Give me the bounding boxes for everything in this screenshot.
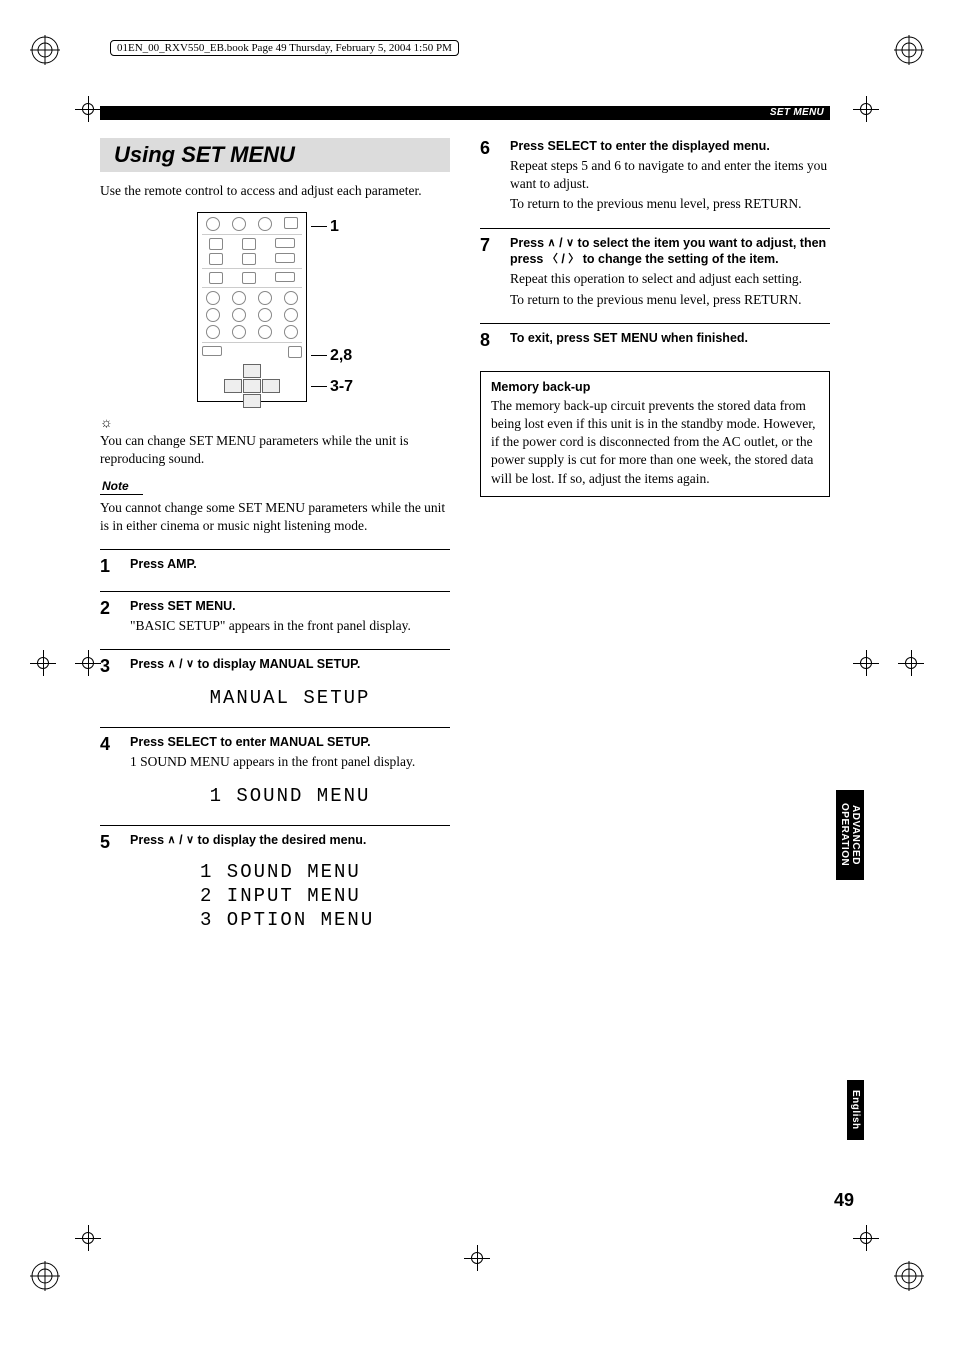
remote-diagram: 1 2,8 3-7 xyxy=(100,212,450,402)
side-tab-advanced-operation: ADVANCEDOPERATION xyxy=(836,790,864,880)
reg-mark-icon xyxy=(894,35,924,65)
book-info: 01EN_00_RXV550_EB.book Page 49 Thursday,… xyxy=(117,42,452,54)
step-number: 1 xyxy=(100,556,118,577)
up-arrow-icon: ∧ xyxy=(168,834,176,846)
box-text: The memory back-up circuit prevents the … xyxy=(491,397,819,488)
up-arrow-icon: ∧ xyxy=(168,658,176,670)
hint-icon: ☼ xyxy=(100,416,450,432)
reg-mark-icon xyxy=(30,1261,60,1291)
step-5: 5 Press ∧ / ∨ to display the desired men… xyxy=(100,825,450,936)
lcd-display: 1 SOUND MENU xyxy=(130,785,450,807)
reg-mark-icon xyxy=(894,1261,924,1291)
step-4: 4 Press SELECT to enter MANUAL SETUP. 1 … xyxy=(100,727,450,811)
step-number: 5 xyxy=(100,832,118,936)
step-text: 1 SOUND MENU appears in the front panel … xyxy=(130,753,450,771)
step-text: Repeat this operation to select and adju… xyxy=(510,270,830,288)
step-heading: Press ∧ / ∨ to select the item you want … xyxy=(510,235,830,269)
hint-text: You can change SET MENU parameters while… xyxy=(100,432,450,468)
section-title: Using SET MENU xyxy=(114,142,440,168)
step-heading: Press SELECT to enter MANUAL SETUP. xyxy=(130,734,450,751)
side-tab-english: English xyxy=(847,1080,864,1140)
down-arrow-icon: ∨ xyxy=(566,237,574,249)
step-text: To return to the previous menu level, pr… xyxy=(510,291,830,309)
step-number: 7 xyxy=(480,235,498,309)
step-heading: Press ∧ / ∨ to display MANUAL SETUP. xyxy=(130,656,450,673)
lcd-display-list: 1 SOUND MENU 2 INPUT MENU 3 OPTION MENU xyxy=(200,861,450,932)
step-text: To return to the previous menu level, pr… xyxy=(510,195,830,213)
memory-backup-box: Memory back-up The memory back-up circui… xyxy=(480,371,830,497)
left-column: Using SET MENU Use the remote control to… xyxy=(100,138,450,936)
step-number: 2 xyxy=(100,598,118,635)
down-arrow-icon: ∨ xyxy=(186,834,194,846)
remote-control-icon xyxy=(197,212,307,402)
step-text: Repeat steps 5 and 6 to navigate to and … xyxy=(510,157,830,193)
crop-mark-icon xyxy=(30,650,56,676)
callout-1: 1 xyxy=(311,218,353,236)
lcd-line: 3 OPTION MENU xyxy=(200,909,450,933)
step-heading: Press ∧ / ∨ to display the desired menu. xyxy=(130,832,450,849)
note-label: Note xyxy=(100,479,143,495)
step-7: 7 Press ∧ / ∨ to select the item you wan… xyxy=(480,228,830,309)
crop-mark-icon xyxy=(898,650,924,676)
step-number: 6 xyxy=(480,138,498,214)
lcd-line: 2 INPUT MENU xyxy=(200,885,450,909)
step-8: 8 To exit, press SET MENU when finished. xyxy=(480,323,830,351)
crop-mark-icon xyxy=(853,1225,879,1251)
box-title: Memory back-up xyxy=(491,380,819,394)
lcd-display: MANUAL SETUP xyxy=(130,687,450,709)
reg-mark-icon xyxy=(30,35,60,65)
crop-mark-icon xyxy=(464,1245,490,1271)
crop-mark-icon xyxy=(75,650,101,676)
step-heading: Press AMP. xyxy=(130,556,450,573)
step-heading: Press SELECT to enter the displayed menu… xyxy=(510,138,830,155)
step-heading: To exit, press SET MENU when finished. xyxy=(510,330,830,347)
right-arrow-icon: 〉 xyxy=(568,253,579,265)
step-1: 1 Press AMP. xyxy=(100,549,450,577)
section-title-wrap: Using SET MENU xyxy=(100,138,450,172)
section-header-label: SET MENU xyxy=(770,106,824,120)
page-number: 49 xyxy=(834,1190,854,1211)
step-2: 2 Press SET MENU. "BASIC SETUP" appears … xyxy=(100,591,450,635)
intro-text: Use the remote control to access and adj… xyxy=(100,182,450,200)
note-text: You cannot change some SET MENU paramete… xyxy=(100,499,450,535)
step-heading: Press SET MENU. xyxy=(130,598,450,615)
crop-mark-icon xyxy=(853,650,879,676)
callout-3: 3-7 xyxy=(311,378,353,396)
down-arrow-icon: ∨ xyxy=(186,658,194,670)
step-number: 8 xyxy=(480,330,498,351)
crop-mark-icon xyxy=(75,96,101,122)
crop-mark-icon xyxy=(853,96,879,122)
remote-callouts: 1 2,8 3-7 xyxy=(307,212,353,402)
running-header: 01EN_00_RXV550_EB.book Page 49 Thursday,… xyxy=(100,40,830,56)
page-content: 01EN_00_RXV550_EB.book Page 49 Thursday,… xyxy=(100,40,830,936)
step-number: 4 xyxy=(100,734,118,811)
lcd-line: 1 SOUND MENU xyxy=(200,861,450,885)
step-text: "BASIC SETUP" appears in the front panel… xyxy=(130,617,450,635)
callout-2: 2,8 xyxy=(311,347,353,365)
step-6: 6 Press SELECT to enter the displayed me… xyxy=(480,138,830,214)
right-column: 6 Press SELECT to enter the displayed me… xyxy=(480,138,830,936)
up-arrow-icon: ∧ xyxy=(548,237,556,249)
left-arrow-icon: 〈 xyxy=(547,253,558,265)
crop-mark-icon xyxy=(75,1225,101,1251)
section-header-bar: SET MENU xyxy=(100,106,830,120)
step-3: 3 Press ∧ / ∨ to display MANUAL SETUP. M… xyxy=(100,649,450,713)
step-number: 3 xyxy=(100,656,118,713)
